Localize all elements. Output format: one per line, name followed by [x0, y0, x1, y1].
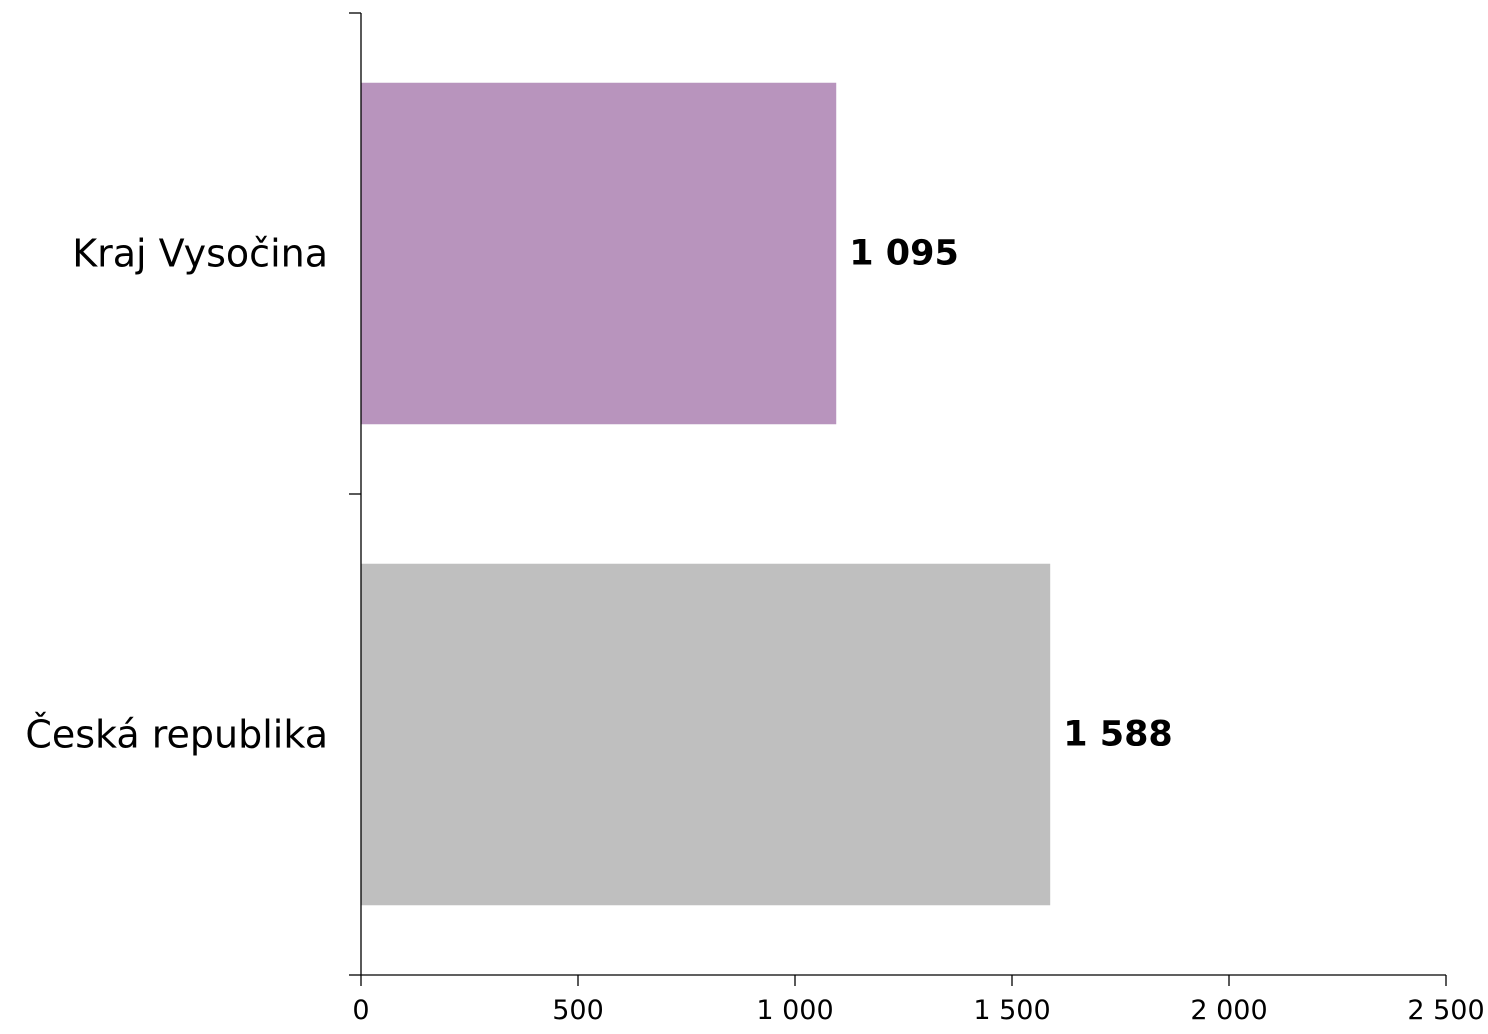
- labels-layer: Kraj Vysočina 1 095 Česká republika 1 588 0 5…: [25, 232, 1484, 1027]
- category-label: Česká republika: [25, 713, 328, 757]
- x-tick-label: 2 000: [1190, 995, 1267, 1026]
- data-label: 1 588: [1063, 715, 1173, 755]
- bars-layer: [361, 82, 1051, 906]
- x-tick-label: 1 500: [973, 995, 1050, 1026]
- x-tick-label: 0: [352, 995, 369, 1026]
- x-tick-label: 2 500: [1407, 995, 1484, 1026]
- axes-layer: [349, 12, 1447, 986]
- category-label: Kraj Vysočina: [72, 232, 328, 276]
- bar: [361, 563, 1051, 906]
- bar: [361, 82, 837, 425]
- x-tick-label: 500: [552, 995, 604, 1026]
- data-label: 1 095: [849, 234, 959, 274]
- x-tick-label: 1 000: [756, 995, 833, 1026]
